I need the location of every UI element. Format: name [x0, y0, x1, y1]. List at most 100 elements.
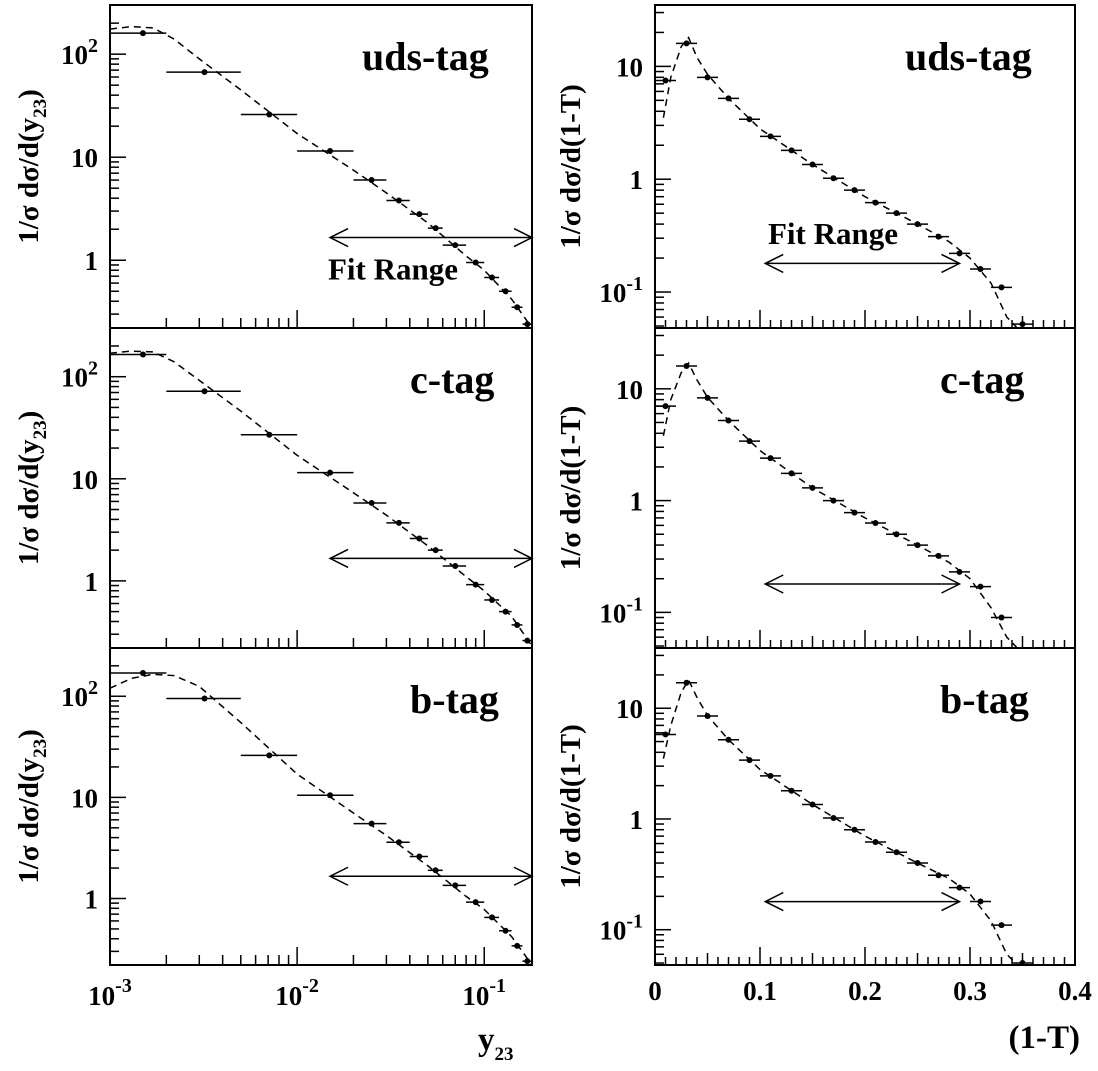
data-point	[830, 175, 837, 182]
fit-range-arrowhead-left	[328, 227, 349, 248]
data-point	[502, 927, 509, 934]
data-point	[746, 438, 753, 445]
fit-range-label: Fit Range	[768, 216, 898, 251]
x-tick-label: 0.1	[743, 976, 777, 1006]
x-tick-exponent: -1	[489, 975, 506, 997]
data-point	[872, 199, 879, 206]
data-point	[1019, 321, 1026, 328]
data-point	[914, 221, 921, 228]
data-point	[683, 40, 690, 47]
data-point	[524, 958, 531, 965]
data-point	[683, 362, 690, 369]
data-point	[201, 388, 208, 395]
data-point	[977, 898, 984, 905]
y-tick-label: 10-1	[599, 273, 643, 308]
y-tick-base: 10	[71, 143, 98, 173]
data-point	[956, 250, 963, 257]
y-tick-label: 10	[616, 52, 643, 82]
data-point	[524, 637, 531, 644]
y-axis-label-prefix: 1/σ dσ/d(y	[13, 757, 45, 883]
data-point	[488, 596, 495, 603]
y-tick-label: 102	[61, 677, 98, 712]
data-point	[998, 922, 1005, 929]
data-point	[502, 288, 509, 295]
x-tick-label: 10-3	[88, 975, 132, 1011]
data-point	[809, 161, 816, 168]
data-point	[327, 792, 334, 799]
y-tick-label: 10	[71, 783, 98, 813]
panel-tag-label: uds-tag	[362, 34, 489, 79]
fit-curve	[662, 361, 1018, 649]
y-axis-label-subscript: 23	[30, 739, 51, 758]
data-point	[788, 787, 795, 794]
y-axis-label: 1/σ dσ/d(y23)	[13, 411, 51, 566]
y-tick-label: 102	[61, 358, 98, 393]
fit-range-arrowhead-left	[763, 891, 784, 912]
panel-tag-label: c-tag	[940, 357, 1024, 402]
y-tick-exponent: 2	[88, 35, 98, 57]
x-tick-label: 10-2	[275, 975, 319, 1011]
y-axis-label-text: 1/σ dσ/d(1-T)	[555, 84, 587, 248]
data-point	[914, 542, 921, 549]
x-tick-exponent: -3	[115, 975, 132, 997]
x-tick-base: 10	[462, 981, 489, 1011]
y-axis-label-suffix: )	[13, 729, 45, 739]
data-point	[472, 899, 479, 906]
x-axis-label-right: (1-T)	[1009, 1020, 1080, 1056]
data-point	[368, 820, 375, 827]
data-point	[725, 95, 732, 102]
data-point	[432, 547, 439, 554]
data-point	[977, 266, 984, 273]
data-point	[809, 484, 816, 491]
y-axis-label-subscript: 23	[30, 99, 51, 118]
data-point	[432, 867, 439, 874]
y-tick-base: 1	[85, 885, 99, 915]
y-axis-label: 1/σ dσ/d(1-T)	[555, 406, 587, 570]
data-point	[416, 211, 423, 218]
data-point	[746, 757, 753, 764]
data-point	[704, 713, 711, 720]
y-tick-label: 102	[61, 35, 98, 70]
data-point	[872, 838, 879, 845]
data-point	[502, 608, 509, 615]
data-point	[452, 882, 459, 889]
panel-tag-label: b-tag	[940, 677, 1029, 722]
y-tick-exponent: -1	[626, 593, 643, 615]
y-tick-exponent: 2	[88, 677, 98, 699]
fit-range-arrowhead-left	[328, 548, 349, 569]
data-point	[514, 304, 521, 311]
y-tick-base: 10	[599, 916, 626, 946]
fit-range-arrowhead-right	[513, 227, 534, 248]
data-point	[1019, 960, 1026, 967]
data-point	[998, 284, 1005, 291]
y-tick-label: 1	[85, 885, 99, 915]
data-point	[872, 520, 879, 527]
y-tick-exponent: 2	[88, 358, 98, 380]
data-point	[488, 914, 495, 921]
data-point	[488, 274, 495, 281]
y-axis-label-text: 1/σ dσ/d(1-T)	[555, 406, 587, 570]
x-axis-label-left: y23	[478, 1022, 514, 1065]
x-axis-label-subscript: 23	[495, 1044, 514, 1065]
fit-range-label: Fit Range	[328, 252, 458, 287]
y-axis-label: 1/σ dσ/d(y23)	[13, 729, 51, 884]
data-point	[956, 884, 963, 891]
data-point	[472, 259, 479, 266]
data-point	[893, 849, 900, 856]
data-point	[662, 731, 669, 738]
y-tick-base: 10	[616, 694, 643, 724]
fit-range-arrowhead-right	[513, 548, 534, 569]
x-tick-label: 0.2	[848, 976, 882, 1006]
y-axis-label-text: 1/σ dσ/d(1-T)	[555, 724, 587, 888]
y-axis-label: 1/σ dσ/d(y23)	[13, 89, 51, 244]
x-tick-label: 0	[648, 976, 662, 1006]
panel-tag-label: uds-tag	[905, 34, 1032, 79]
data-point	[746, 116, 753, 123]
y-tick-base: 10	[61, 682, 88, 712]
y-tick-base: 10	[61, 40, 88, 70]
y-tick-label: 10	[71, 143, 98, 173]
data-point	[662, 77, 669, 84]
data-point	[452, 562, 459, 569]
